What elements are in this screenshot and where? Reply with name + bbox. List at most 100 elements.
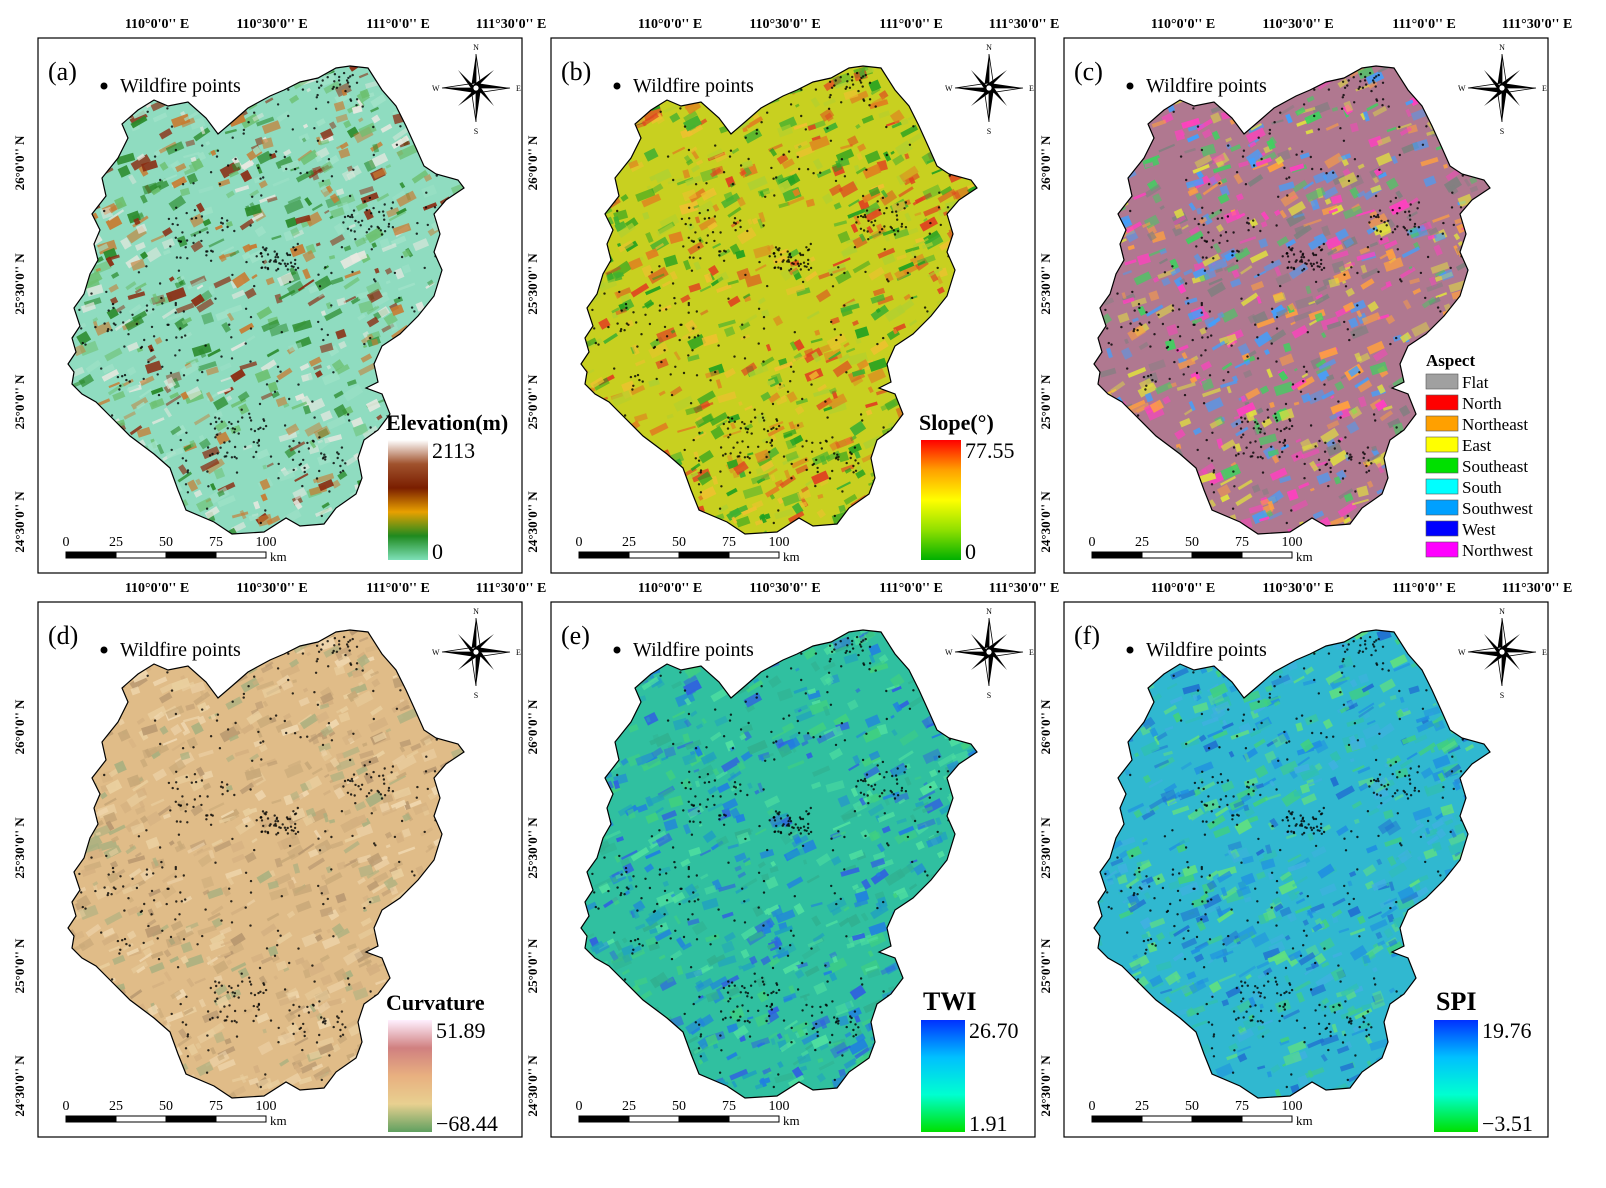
latitude-label: 25°30'0'' N: [12, 253, 27, 315]
longitude-label: 110°0'0'' E: [1151, 17, 1215, 32]
compass-n: N: [1499, 43, 1505, 52]
latitude-label: 25°0'0'' N: [1038, 938, 1053, 993]
scale-tick-label: 50: [672, 1099, 686, 1114]
scale-tick-label: 100: [1282, 1099, 1303, 1114]
scale-unit-label: km: [1296, 1113, 1313, 1128]
compass-e: E: [516, 84, 521, 93]
legend-min-label: 1.91: [969, 1111, 1008, 1136]
region-boundary: [580, 65, 978, 535]
legend-swatch: [1425, 520, 1459, 537]
wildfire-point-symbol: [100, 82, 108, 90]
scale-tick-label: 0: [1089, 535, 1096, 550]
scale-unit-label: km: [270, 549, 287, 564]
scale-tick-label: 0: [576, 1099, 583, 1114]
map-panel-b: 110°0'0'' E 110°30'0'' E 111°0'0'' E 111°30…: [525, 17, 1060, 574]
latitude-label: 25°0'0'' N: [12, 938, 27, 993]
legend-min-label: −68.44: [436, 1111, 498, 1136]
map-panel-a: 110°0'0'' E 110°30'0'' E 111°0'0'' E 111°30…: [12, 17, 547, 574]
legend-class-label: Flat: [1462, 373, 1489, 392]
longitude-label: 110°0'0'' E: [638, 17, 702, 32]
legend-max-label: 19.76: [1482, 1018, 1532, 1043]
legend-max-label: 2113: [432, 438, 475, 463]
scale-tick-label: 25: [1135, 535, 1149, 550]
latitude-label: 24°30'0'' N: [12, 491, 27, 553]
legend-class-label: East: [1462, 436, 1492, 455]
raster-layer: [581, 66, 977, 534]
wildfire-legend-label: Wildfire points: [633, 75, 754, 97]
latitude-label: 25°30'0'' N: [1038, 817, 1053, 879]
scale-tick-label: 100: [256, 535, 277, 550]
longitude-label: 110°30'0'' E: [236, 581, 307, 596]
legend-swatch: [1425, 373, 1459, 390]
scale-tick-label: 25: [109, 535, 123, 550]
compass-rose-icon: N S E W: [432, 607, 521, 700]
legend-title: SPI: [1436, 987, 1476, 1016]
legend-swatch: [1425, 415, 1459, 432]
longitude-label: 111°0'0'' E: [879, 581, 943, 596]
latitude-label: 25°30'0'' N: [1038, 253, 1053, 315]
compass-w: W: [945, 84, 953, 93]
legend-color-ramp: [1434, 1020, 1478, 1132]
compass-e: E: [1542, 648, 1547, 657]
longitude-label: 111°30'0'' E: [989, 17, 1060, 32]
panel-label: (e): [561, 621, 590, 650]
compass-w: W: [432, 648, 440, 657]
latitude-label: 25°0'0'' N: [12, 374, 27, 429]
wildfire-point-symbol: [100, 646, 108, 654]
longitude-label: 110°30'0'' E: [1262, 17, 1333, 32]
compass-s: S: [474, 127, 478, 136]
legend-title: Elevation(m): [386, 410, 508, 435]
legend-swatch: [1425, 478, 1459, 495]
compass-s: S: [1500, 127, 1504, 136]
longitude-label: 110°0'0'' E: [125, 581, 189, 596]
scale-tick-label: 75: [722, 1099, 736, 1114]
compass-e: E: [1542, 84, 1547, 93]
latitude-label: 25°0'0'' N: [525, 374, 540, 429]
compass-n: N: [473, 607, 479, 616]
scale-unit-label: km: [270, 1113, 287, 1128]
longitude-label: 110°30'0'' E: [749, 17, 820, 32]
map-legend: Elevation(m) 2113 0: [386, 410, 508, 564]
wildfire-legend-label: Wildfire points: [1146, 75, 1267, 97]
scale-unit-label: km: [1296, 549, 1313, 564]
scale-tick-label: 75: [209, 1099, 223, 1114]
region-boundary: [1093, 65, 1491, 535]
legend-color-ramp: [921, 1020, 965, 1132]
legend-title: Slope(°): [919, 410, 994, 435]
latitude-label: 24°30'0'' N: [1038, 1055, 1053, 1117]
wildfire-point-symbol: [613, 82, 621, 90]
panel-label: (d): [48, 621, 78, 650]
wildfire-legend-label: Wildfire points: [120, 639, 241, 661]
wildfire-legend-label: Wildfire points: [633, 639, 754, 661]
compass-s: S: [987, 127, 991, 136]
compass-rose-icon: N S E W: [1458, 43, 1547, 136]
longitude-label: 111°30'0'' E: [476, 17, 547, 32]
compass-s: S: [987, 691, 991, 700]
scale-tick-label: 50: [672, 535, 686, 550]
legend-class-label: North: [1462, 394, 1502, 413]
scale-tick-label: 25: [1135, 1099, 1149, 1114]
panel-label: (f): [1074, 621, 1100, 650]
legend-color-ramp: [388, 440, 428, 560]
legend-min-label: 0: [432, 539, 443, 564]
region-boundary: [580, 629, 978, 1099]
legend-class-label: West: [1462, 520, 1496, 539]
latitude-label: 24°30'0'' N: [525, 1055, 540, 1117]
latitude-label: 24°30'0'' N: [1038, 491, 1053, 553]
compass-s: S: [474, 691, 478, 700]
legend-swatch: [1425, 457, 1459, 474]
scale-tick-label: 0: [576, 535, 583, 550]
compass-rose-icon: N S E W: [1458, 607, 1547, 700]
scale-tick-label: 100: [769, 1099, 790, 1114]
scale-tick-label: 75: [209, 535, 223, 550]
region-boundary: [1093, 629, 1491, 1099]
map-panel-f: 110°0'0'' E 110°30'0'' E 111°0'0'' E 111°30…: [1038, 581, 1572, 1138]
latitude-label: 25°30'0'' N: [525, 817, 540, 879]
latitude-label: 24°30'0'' N: [12, 1055, 27, 1117]
map-legend: Aspect Flat North Northeast East Southeast Sou…: [1425, 351, 1533, 560]
latitude-label: 26°0'0'' N: [12, 135, 27, 190]
legend-class-label: Southeast: [1462, 457, 1528, 476]
compass-e: E: [1029, 84, 1034, 93]
